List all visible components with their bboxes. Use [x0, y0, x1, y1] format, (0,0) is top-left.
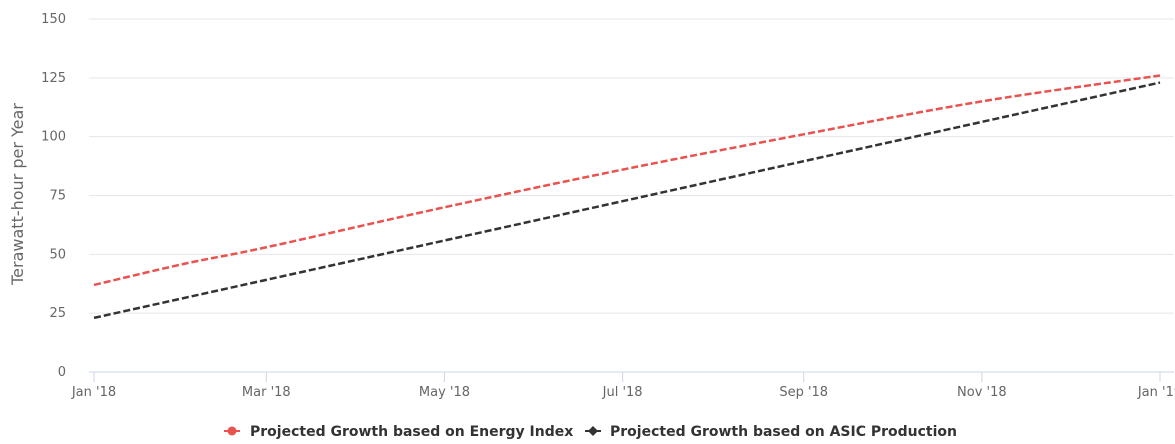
legend-diamond-marker-icon — [588, 426, 598, 436]
series-lines — [93, 74, 1161, 320]
x-tick-label: Mar '18 — [242, 385, 291, 400]
y-tick-label: 0 — [58, 365, 66, 380]
legend-label: Projected Growth based on Energy Index — [250, 424, 573, 440]
x-tick-label: Jan '19 — [1137, 385, 1175, 400]
y-tick-label: 100 — [41, 130, 66, 145]
y-tick-label: 150 — [41, 12, 66, 27]
legend[interactable]: Projected Growth based on Energy Index Pr… — [224, 424, 957, 440]
y-tick-label: 75 — [49, 189, 66, 204]
y-tick-label: 25 — [49, 306, 66, 321]
series-line-1[interactable] — [93, 81, 1161, 320]
y-axis: 0 25 50 75 100 125 150 — [41, 12, 66, 380]
legend-circle-marker-icon — [227, 426, 237, 436]
y-tick-label: 125 — [41, 71, 66, 86]
x-tick-label: Jan '18 — [71, 385, 116, 400]
legend-item-1[interactable]: Projected Growth based on ASIC Productio… — [585, 424, 957, 440]
legend-item-0[interactable]: Projected Growth based on Energy Index — [224, 424, 573, 440]
x-tick-label: Jul '18 — [602, 385, 643, 400]
x-tick-label: Nov '18 — [957, 385, 1007, 400]
series-line-0[interactable] — [93, 74, 1161, 287]
x-tick-label: Sep '18 — [779, 385, 828, 400]
x-tick-label: May '18 — [419, 385, 470, 400]
x-axis: Jan '18 Mar '18 May '18 Jul '18 Sep '18 Nov '… — [71, 372, 1175, 400]
grid-lines — [89, 18, 1174, 373]
legend-label: Projected Growth based on ASIC Productio… — [610, 424, 957, 440]
y-axis-title: Terawatt-hour per Year — [8, 103, 27, 286]
y-tick-label: 50 — [49, 247, 66, 262]
